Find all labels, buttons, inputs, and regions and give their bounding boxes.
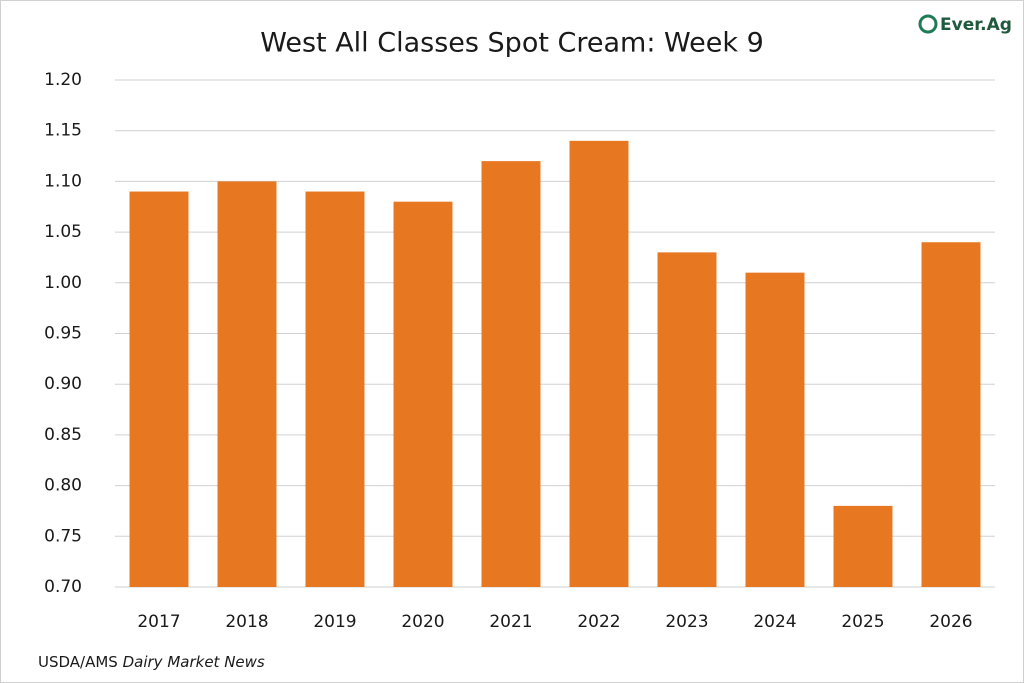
y-tick-label: 1.20 [44, 70, 82, 90]
source-text: USDA/AMS [38, 653, 118, 671]
bar [129, 191, 189, 588]
bar [657, 252, 717, 587]
y-tick-label: 1.05 [44, 222, 82, 242]
y-tick-label: 0.85 [44, 425, 82, 445]
bar [393, 201, 453, 587]
y-tick-label: 0.80 [44, 476, 82, 496]
x-tick-label: 2025 [841, 612, 884, 632]
logo-icon [918, 14, 938, 34]
bar [569, 140, 629, 587]
bar [921, 242, 981, 588]
logo-text: Ever.Ag [940, 15, 1012, 35]
y-tick-label: 0.90 [44, 374, 82, 394]
y-tick-label: 0.70 [44, 577, 82, 597]
x-tick-label: 2023 [665, 612, 708, 632]
x-tick-label: 2019 [313, 612, 356, 632]
bar [833, 505, 893, 587]
x-tick-label: 2022 [577, 612, 620, 632]
x-tick-label: 2024 [753, 612, 796, 632]
source: USDA/AMS Dairy Market News [38, 653, 265, 671]
x-tick-label: 2021 [489, 612, 532, 632]
x-tick-label: 2026 [929, 612, 972, 632]
x-tick-label: 2017 [137, 612, 180, 632]
bar [305, 191, 365, 588]
x-tick-label: 2018 [225, 612, 268, 632]
bar [481, 161, 541, 587]
y-tick-label: 1.15 [44, 121, 82, 141]
logo: Ever.Ag [918, 14, 1012, 35]
bar [217, 181, 277, 587]
y-tick-label: 1.10 [44, 171, 82, 191]
y-tick-label: 1.00 [44, 273, 82, 293]
source-italic: Dairy Market News [123, 653, 265, 671]
chart-title: West All Classes Spot Cream: Week 9 [260, 28, 764, 59]
y-tick-label: 0.95 [44, 324, 82, 344]
y-tick-label: 0.75 [44, 526, 82, 546]
x-tick-label: 2020 [401, 612, 444, 632]
bar [745, 272, 805, 587]
